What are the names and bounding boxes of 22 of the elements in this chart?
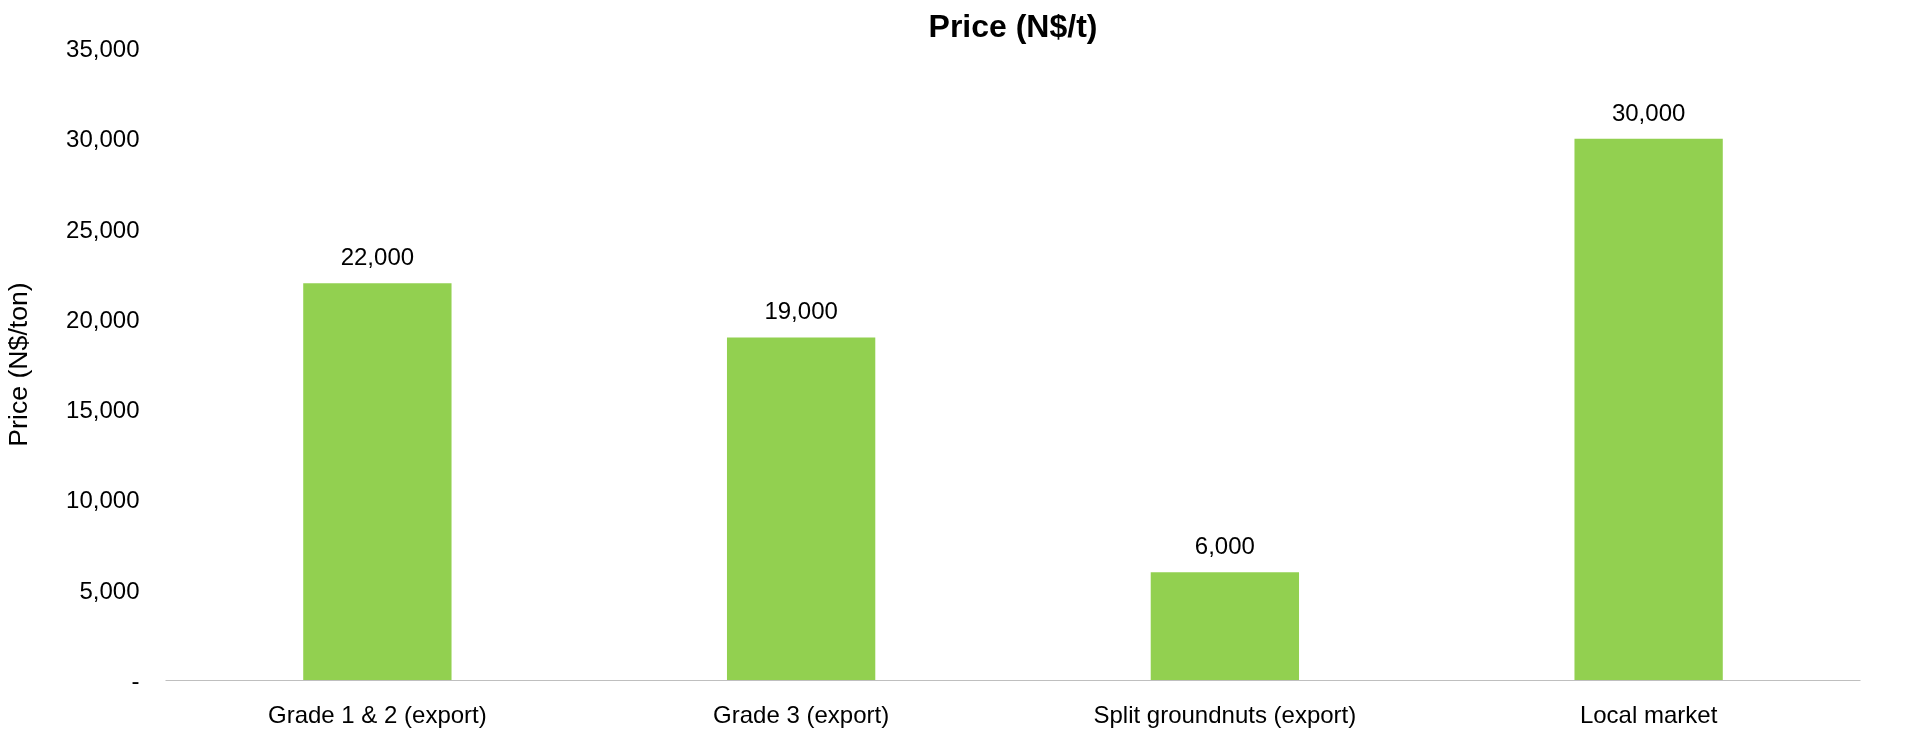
y-tick-label: 35,000: [66, 35, 140, 62]
y-tick-label: 30,000: [66, 125, 140, 153]
data-label: 22,000: [340, 243, 415, 271]
bar: [726, 337, 876, 681]
bar: [1574, 138, 1723, 681]
data-label: 6,000: [1194, 532, 1255, 560]
chart-title: Price (N$/t): [928, 7, 1098, 44]
x-tick-label: Grade 3 (export): [713, 700, 890, 728]
x-tick-label: Local market: [1579, 700, 1718, 728]
y-tick-label: 15,000: [66, 396, 140, 424]
y-tick-label: 5,000: [79, 576, 140, 604]
data-label: 30,000: [1611, 98, 1686, 126]
x-tick-label: Split groundnuts (export): [1093, 700, 1357, 728]
y-tick-label: 10,000: [66, 486, 140, 514]
y-tick-label: -: [131, 667, 140, 694]
data-label: 19,000: [764, 297, 838, 325]
y-tick-label: 25,000: [66, 215, 140, 243]
bar: [1150, 572, 1300, 681]
bar: [303, 283, 452, 681]
y-axis-title: Price (N$/ton): [3, 282, 34, 447]
x-tick-label: Grade 1 & 2 (export): [267, 700, 487, 728]
y-tick-label: 20,000: [66, 305, 140, 333]
